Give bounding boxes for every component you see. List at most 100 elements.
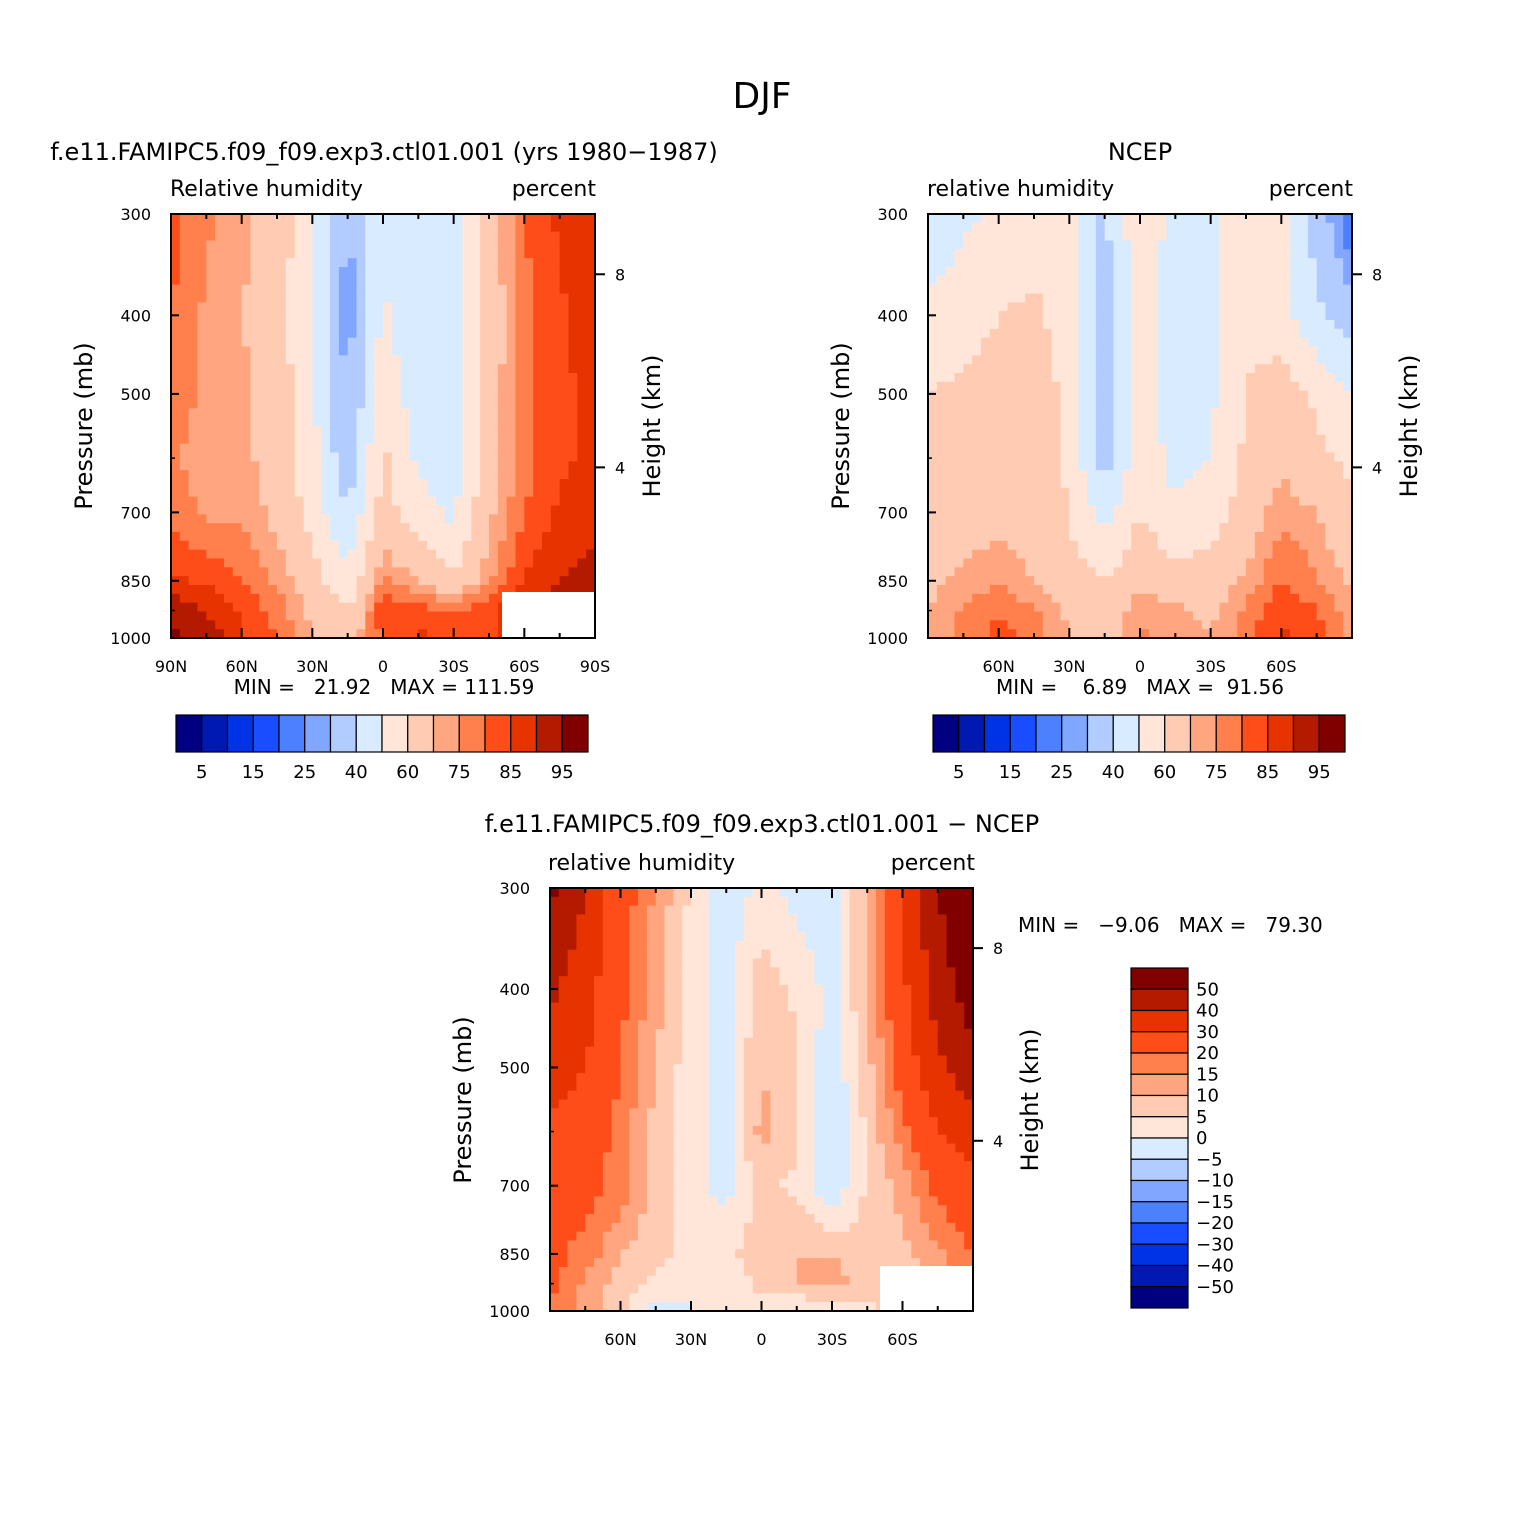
contour-cell <box>1281 611 1291 621</box>
contour-cell <box>577 328 587 339</box>
contour-cell <box>232 408 243 418</box>
contour-cell <box>356 452 366 462</box>
contour-cell <box>577 311 587 321</box>
contour-cell <box>963 470 973 480</box>
contour-cell <box>250 629 260 639</box>
contour-cell <box>1069 293 1079 303</box>
contour-cell <box>321 567 331 577</box>
contour-cell <box>1051 258 1062 268</box>
contour-cell <box>1060 549 1070 560</box>
contour-cell <box>444 355 455 365</box>
contour-cell <box>1210 549 1221 560</box>
contour-cell <box>928 426 938 436</box>
contour-cell <box>1104 540 1115 551</box>
contour-cell <box>524 434 534 445</box>
contour-cell <box>365 337 375 348</box>
contour-cell <box>936 514 947 524</box>
contour-cell <box>586 540 596 551</box>
contour-cell <box>268 293 278 303</box>
contour-cell <box>989 514 1000 524</box>
contour-cell <box>928 602 938 613</box>
contour-cell <box>568 399 578 409</box>
contour-cell <box>1148 629 1159 639</box>
contour-cell <box>1219 222 1229 233</box>
contour-cell <box>1095 240 1106 250</box>
contour-cell <box>471 214 481 224</box>
contour-cell <box>312 408 322 418</box>
contour-cell <box>515 249 525 259</box>
contour-cell <box>1210 249 1221 259</box>
contour-cell <box>365 320 375 330</box>
contour-cell <box>374 364 384 374</box>
contour-cell <box>312 629 322 639</box>
contour-cell <box>954 284 964 295</box>
contour-cell <box>577 381 587 392</box>
contour-cell <box>577 487 587 498</box>
contour-cell <box>945 337 956 348</box>
contour-cell <box>453 258 464 268</box>
contour-cell <box>586 346 596 356</box>
contour-cell <box>1131 364 1141 374</box>
contour-cell <box>998 558 1009 568</box>
contour-cell <box>427 381 437 392</box>
contour-cell <box>312 434 322 445</box>
contour-cell <box>524 390 534 401</box>
contour-cell <box>1263 302 1274 312</box>
contour-cell <box>1343 585 1353 595</box>
contour-cell <box>1175 611 1185 621</box>
contour-cell <box>250 576 260 586</box>
contour-cell <box>1325 523 1335 533</box>
contour-cell <box>936 249 947 259</box>
contour-cell <box>383 487 393 498</box>
contour-cell <box>928 390 938 401</box>
contour-cell <box>365 381 375 392</box>
contour-cell <box>409 214 419 224</box>
contour-cell <box>1299 549 1309 560</box>
contour-cell <box>1122 249 1132 259</box>
contour-cell <box>550 470 561 480</box>
contour-cell <box>1166 593 1176 604</box>
contour-cell <box>533 576 543 586</box>
contour-cell <box>1025 593 1035 604</box>
contour-cell <box>489 567 499 577</box>
contour-cell <box>480 337 490 348</box>
contour-cell <box>427 532 437 542</box>
contour-cell <box>1263 602 1274 613</box>
contour-cell <box>1042 496 1053 507</box>
contour-cell <box>1122 399 1132 409</box>
contour-cell <box>215 214 225 224</box>
contour-cell <box>1007 328 1017 339</box>
contour-cell <box>171 496 181 507</box>
contour-cell <box>1281 381 1291 392</box>
contour-cell <box>330 567 340 577</box>
contour-cell <box>197 461 207 471</box>
contour-cell <box>250 231 260 242</box>
contour-cell <box>515 417 525 427</box>
contour-cell <box>515 523 525 533</box>
contour-cell <box>954 505 964 515</box>
contour-cell <box>197 593 207 604</box>
contour-cell <box>224 417 234 427</box>
contour-cell <box>1148 434 1159 445</box>
contour-cell <box>981 487 991 498</box>
contour-cell <box>1069 549 1079 560</box>
contour-cell <box>506 496 517 507</box>
contour-cell <box>1122 258 1132 268</box>
contour-cell <box>568 240 578 250</box>
contour-cell <box>550 461 561 471</box>
contour-cell <box>568 452 578 462</box>
panel-difference-contour-field <box>550 888 974 1312</box>
contour-cell <box>480 399 490 409</box>
contour-cell <box>1307 373 1318 383</box>
contour-cell <box>1016 461 1026 471</box>
contour-cell <box>533 231 543 242</box>
colorbar-label: 60 <box>396 762 419 783</box>
contour-cell <box>356 320 366 330</box>
contour-cell <box>1281 443 1291 454</box>
contour-cell <box>726 905 736 916</box>
contour-cell <box>1157 293 1168 303</box>
contour-cell <box>542 381 552 392</box>
contour-cell <box>374 434 384 445</box>
contour-cell <box>1299 514 1309 524</box>
contour-cell <box>1228 293 1238 303</box>
